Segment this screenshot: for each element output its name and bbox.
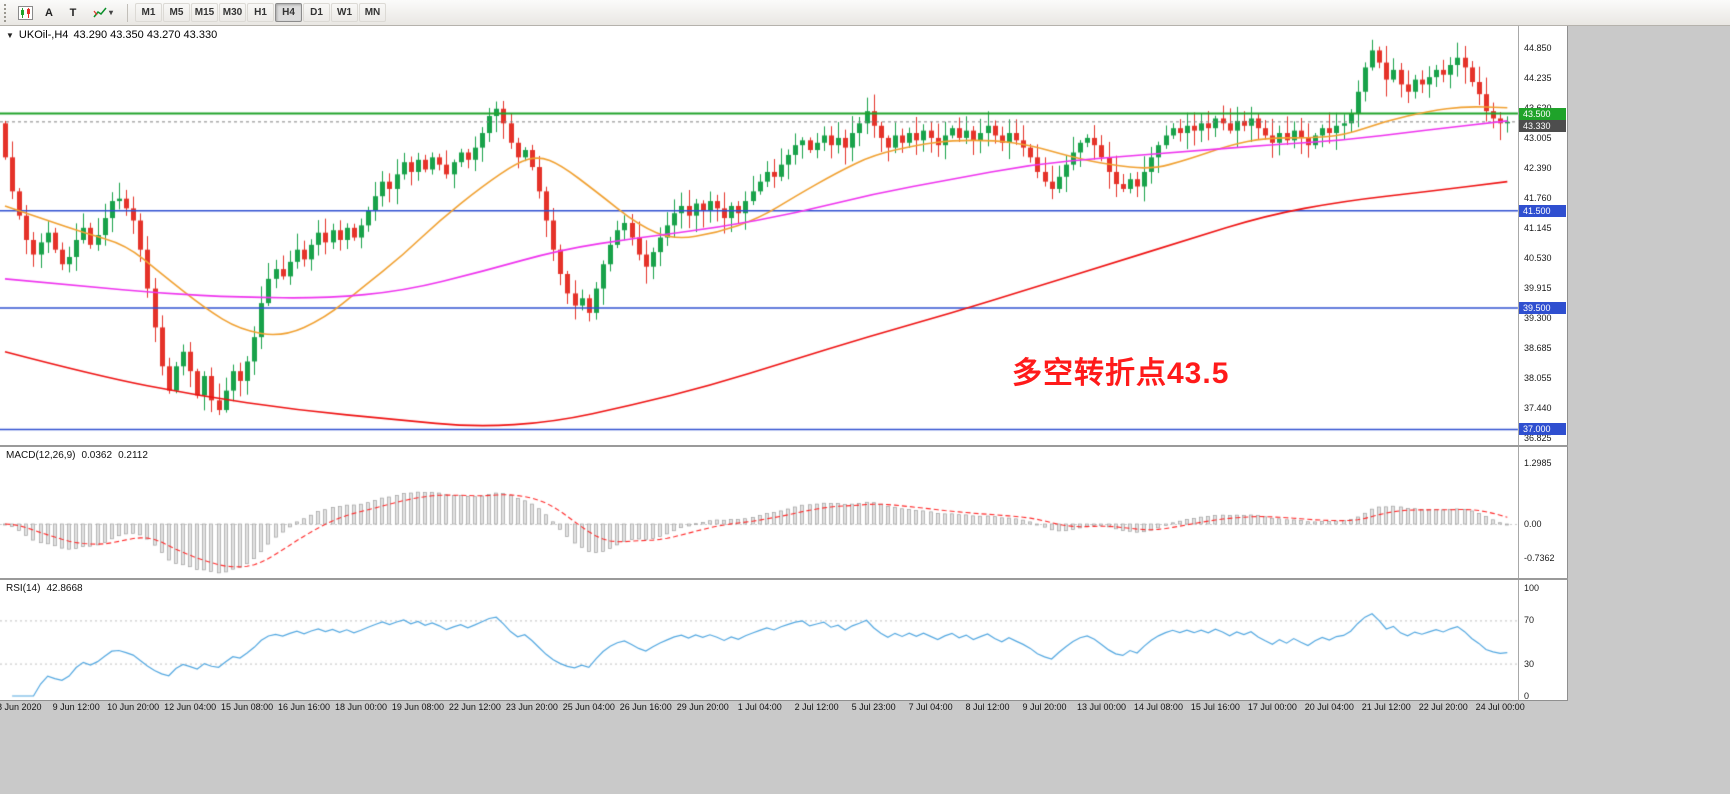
- timeframe-m30[interactable]: M30: [219, 3, 246, 22]
- price-tag-43.500: 43.500: [1519, 107, 1566, 120]
- timeframe-m5[interactable]: M5: [163, 3, 190, 22]
- time-axis-label: 18 Jun 00:00: [334, 702, 388, 712]
- price-axis-label: 39.300: [1524, 312, 1552, 323]
- price-axis-label: 44.235: [1524, 72, 1552, 83]
- toolbar-grip[interactable]: [4, 3, 9, 22]
- time-axis-label: 2 Jul 12:00: [794, 702, 839, 712]
- time-axis-label: 8 Jul 12:00: [965, 702, 1010, 712]
- macd-label: MACD(12,26,9): [6, 450, 76, 461]
- chart-type-button[interactable]: [14, 3, 36, 23]
- macd-value-main: 0.0362: [81, 450, 113, 461]
- price-tag-39.500: 39.500: [1519, 302, 1566, 314]
- time-axis-label: 21 Jul 12:00: [1361, 702, 1411, 712]
- time-axis-label: 12 Jun 04:00: [164, 702, 217, 712]
- time-axis-label: 16 Jun 16:00: [278, 702, 331, 712]
- time-axis-label: 15 Jul 16:00: [1190, 702, 1240, 712]
- price-axis-label: 44.850: [1524, 43, 1552, 53]
- time-axis-label: 8 Jun 2020: [0, 702, 42, 712]
- price-tag-41.500: 41.500: [1519, 204, 1566, 217]
- price-axis-label: 36.825: [1524, 433, 1552, 443]
- price-axis-border: [1518, 26, 1519, 701]
- rsi-axis-label: 0: [1524, 691, 1530, 701]
- macd-axis-label: 0.00: [1524, 519, 1542, 529]
- rsi-label: RSI(14): [6, 583, 41, 594]
- time-axis-label: 19 Jun 08:00: [391, 702, 444, 712]
- time-axis-label: 22 Jun 12:00: [448, 702, 501, 712]
- time-axis-label: 20 Jul 04:00: [1304, 702, 1354, 712]
- time-axis-label: 7 Jul 04:00: [908, 702, 953, 712]
- indicators-button[interactable]: ▾: [86, 3, 120, 23]
- rsi-axis-label: 30: [1524, 658, 1535, 669]
- time-axis-label: 9 Jun 12:00: [52, 702, 100, 712]
- chart-title: ▼ UKOil-,H4 43.290 43.350 43.270 43.330: [6, 29, 217, 41]
- time-axis-label: 24 Jul 00:00: [1475, 702, 1525, 712]
- macd-title: MACD(12,26,9) 0.0362 0.2112: [6, 450, 148, 461]
- time-axis-label: 26 Jun 16:00: [619, 702, 672, 712]
- time-axis-label: 25 Jun 04:00: [562, 702, 615, 712]
- time-axis-label: 29 Jun 20:00: [676, 702, 729, 712]
- time-axis-label: 9 Jul 20:00: [1022, 702, 1067, 712]
- macd-axis-label: 1.2985: [1524, 458, 1552, 469]
- timeframe-mn[interactable]: MN: [359, 3, 386, 22]
- price-tag-43.330: 43.330: [1519, 119, 1566, 132]
- chart-annotation: 多空转折点43.5: [1012, 357, 1230, 390]
- chevron-down-icon: ▾: [108, 8, 113, 17]
- chart-canvas[interactable]: [0, 26, 1568, 701]
- price-tag-37.000: 37.000: [1519, 423, 1566, 436]
- macd-value-signal: 0.2112: [118, 450, 148, 461]
- price-axis-label: 43.005: [1524, 132, 1552, 143]
- timeframe-h4[interactable]: H4: [275, 3, 302, 22]
- time-axis-label: 22 Jul 20:00: [1418, 702, 1468, 712]
- time-axis-label: 14 Jul 08:00: [1133, 702, 1183, 712]
- rsi-axis-label: 70: [1524, 615, 1535, 626]
- chart-symbol-period: UKOil-,H4: [18, 29, 69, 41]
- timeframe-group: M1 M5 M15 M30 H1 H4 D1 W1 MN: [135, 3, 386, 22]
- timeframe-w1[interactable]: W1: [331, 3, 358, 22]
- price-axis-label: 41.145: [1524, 223, 1552, 234]
- price-axis-label: 39.915: [1524, 282, 1552, 293]
- price-axis-label: 40.530: [1524, 252, 1552, 263]
- toolbar-separator: [127, 3, 128, 22]
- panel-separator-macd[interactable]: [0, 445, 1568, 447]
- rsi-title: RSI(14) 42.8668: [6, 583, 83, 594]
- rsi-value: 42.8668: [46, 583, 83, 594]
- time-axis-label: 13 Jul 00:00: [1076, 702, 1126, 712]
- time-axis-label: 23 Jun 20:00: [505, 702, 558, 712]
- price-axis-label: 41.760: [1524, 193, 1552, 204]
- time-axis-label: 17 Jul 00:00: [1247, 702, 1297, 712]
- timeframe-m1[interactable]: M1: [135, 3, 162, 22]
- price-axis-label: 38.685: [1524, 342, 1552, 353]
- timeframe-m15[interactable]: M15: [191, 3, 218, 22]
- price-axis-label: 37.440: [1524, 403, 1552, 414]
- time-axis-label: 1 Jul 04:00: [737, 702, 782, 712]
- rsi-axis-label: 100: [1524, 583, 1540, 593]
- chart-window: ▼ UKOil-,H4 43.290 43.350 43.270 43.330 …: [0, 26, 1568, 701]
- toolbar: A T ▾ M1 M5 M15 M30 H1 H4 D1 W1 MN: [0, 0, 1730, 26]
- time-axis-label: 15 Jun 08:00: [221, 702, 274, 712]
- chart-menu-icon[interactable]: ▼: [6, 30, 14, 40]
- candlestick-chart-icon: [17, 5, 33, 20]
- chart-ohlc: 43.290 43.350 43.270 43.330: [73, 29, 218, 41]
- panel-separator-rsi[interactable]: [0, 578, 1568, 580]
- annotations-button[interactable]: A: [38, 3, 60, 23]
- timeframe-d1[interactable]: D1: [303, 3, 330, 22]
- time-axis-label: 5 Jul 23:00: [851, 702, 896, 712]
- price-axis-label: 42.390: [1524, 162, 1552, 173]
- timeframe-h1[interactable]: H1: [247, 3, 274, 22]
- time-axis[interactable]: 8 Jun 2020 9 Jun 12:00 10 Jun 20:00 12 Jun …: [0, 702, 1730, 718]
- macd-axis-label: -0.7362: [1524, 553, 1555, 564]
- text-tool-button[interactable]: T: [62, 3, 84, 23]
- indicator-lines-icon: [93, 7, 107, 17]
- time-axis-label: 10 Jun 20:00: [107, 702, 160, 712]
- price-axis-label: 38.055: [1524, 373, 1552, 384]
